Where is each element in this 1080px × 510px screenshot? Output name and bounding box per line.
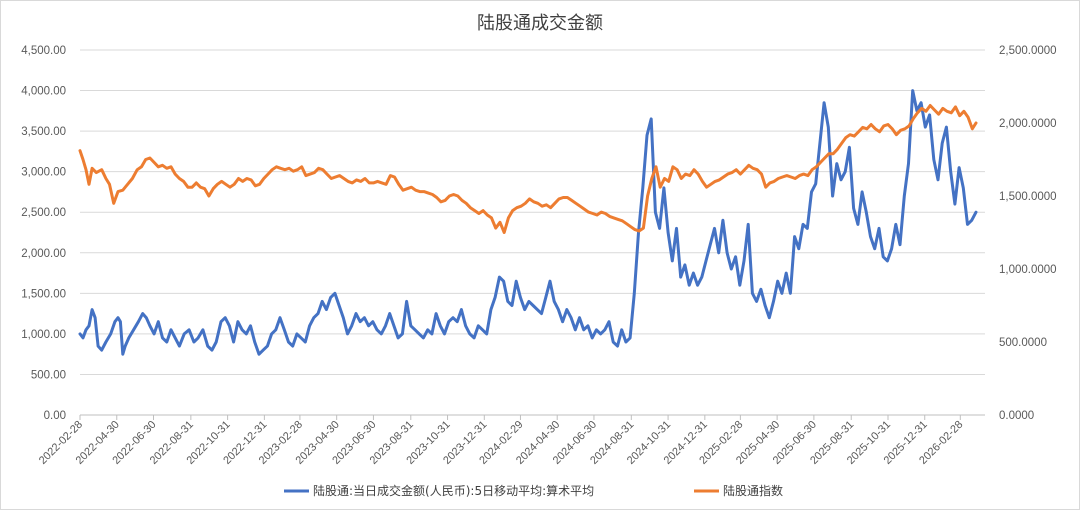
legend: 陆股通:当日成交金额(人民币):5日移动平均:算术平均 陆股通指数 [284,483,783,498]
y-left-tick-label: 3,500.00 [21,126,66,138]
y-right-tick-label: 2,500.0000 [999,45,1057,57]
legend-label-volume: 陆股通:当日成交金额(人民币):5日移动平均:算术平均 [313,483,594,498]
y-left-tick-label: 1,000.00 [21,329,66,341]
y-left-tick-label: 0.00 [44,410,66,422]
y-left-tick-label: 3,000.00 [21,167,66,179]
y-left-tick-label: 2,000.00 [21,248,66,260]
y-left-tick-label: 500.00 [31,369,66,381]
y-right-tick-label: 0.0000 [999,410,1034,422]
y-right-tick-label: 1,500.0000 [999,191,1057,203]
y-left-tick-label: 2,500.00 [21,207,66,219]
y-left-tick-label: 1,500.00 [21,288,66,300]
series-layer [78,89,978,356]
chart-title: 陆股通成交金额 [477,13,603,34]
left-axis: 0.00 500.00 1,000.00 1,500.00 2,000.00 2,500.… [21,45,66,422]
y-right-tick-label: 500.0000 [999,337,1047,349]
y-right-tick-label: 2,000.0000 [999,118,1057,130]
legend-label-index: 陆股通指数 [723,483,783,498]
right-axis: 0.0000 500.0000 1,000.0000 1,500.0000 2,000.… [999,45,1057,422]
series-line-index [78,104,978,234]
y-right-tick-label: 1,000.0000 [999,264,1057,276]
y-left-tick-label: 4,500.00 [21,45,66,57]
series-line-volume [78,89,978,356]
y-left-tick-label: 4,000.00 [21,86,66,98]
